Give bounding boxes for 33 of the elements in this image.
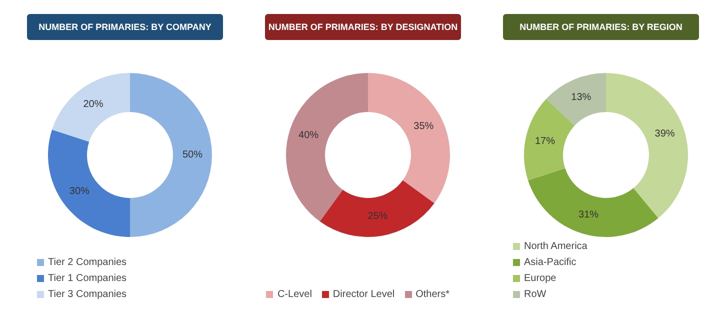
data-label: 17% — [534, 136, 556, 147]
donut-slice — [130, 73, 212, 237]
donut-slice — [524, 98, 575, 180]
legend-label: RoW — [523, 289, 548, 300]
legend-label: Tier 2 Companies — [47, 257, 128, 268]
data-label: 13% — [571, 92, 592, 104]
data-label: 30% — [69, 186, 90, 198]
chart-title: NUMBER OF PRIMARIES: BY COMPANY — [27, 14, 223, 40]
data-label: 25% — [368, 211, 388, 222]
chart-title: NUMBER OF PRIMARIES: BY DESIGNATION — [265, 14, 461, 40]
legend-label: Tier 1 Companies — [47, 273, 128, 284]
data-label: 40% — [298, 130, 319, 142]
donut-slice — [48, 130, 130, 237]
donut-slice — [546, 73, 606, 126]
data-label: 50% — [182, 150, 203, 160]
data-label: 35% — [414, 121, 434, 132]
donut-slice — [286, 73, 368, 222]
chart-title: NUMBER OF PRIMARIES: BY REGION — [503, 14, 699, 40]
legend-label: Tier 3 Companies — [47, 289, 128, 300]
legend-label: C-Level — [276, 289, 312, 300]
donut-slice — [52, 73, 130, 142]
legend-label: Others* — [414, 289, 450, 300]
data-label: 20% — [83, 98, 104, 110]
legend-label: Director Level — [332, 289, 395, 300]
donut-slice — [320, 180, 434, 237]
data-label: 31% — [578, 210, 599, 221]
donut-slice — [606, 73, 688, 218]
legend-label: North America — [523, 241, 588, 252]
legend-label: Europe — [523, 273, 558, 284]
donut-slice — [528, 168, 658, 237]
legend-label: Asia-Pacific — [523, 257, 578, 268]
data-label: 39% — [654, 128, 675, 140]
donut-slice — [368, 73, 450, 204]
